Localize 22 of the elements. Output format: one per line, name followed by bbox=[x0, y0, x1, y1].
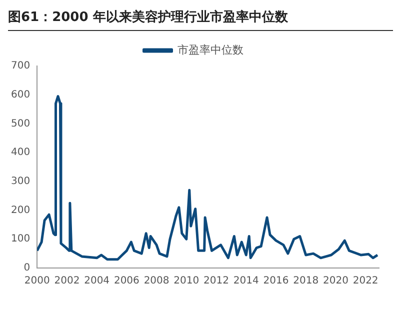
y-tick-label: 600 bbox=[10, 89, 30, 100]
y-tick-label: 300 bbox=[10, 176, 30, 188]
y-tick-label: 100 bbox=[10, 234, 30, 245]
x-tick-label: 2004 bbox=[84, 276, 110, 287]
x-tick-label: 2002 bbox=[54, 276, 80, 287]
x-tick-label: 2018 bbox=[293, 276, 319, 287]
y-tick-label: 500 bbox=[10, 118, 30, 130]
x-tick-label: 2012 bbox=[204, 276, 229, 287]
legend-label: 市盈率中位数 bbox=[177, 43, 244, 56]
y-tick-label: 0 bbox=[24, 262, 30, 274]
x-tick-label: 2014 bbox=[233, 276, 259, 287]
y-tick-label: 400 bbox=[10, 147, 30, 158]
x-tick-label: 2000 bbox=[24, 276, 50, 287]
x-tick-label: 2022 bbox=[352, 276, 378, 287]
y-tick-label: 200 bbox=[10, 204, 30, 216]
x-tick-label: 2008 bbox=[144, 276, 170, 287]
x-tick-label: 2020 bbox=[322, 276, 348, 287]
x-tick-label: 2006 bbox=[114, 276, 140, 287]
chart-title: 图61：2000 年以来美容护理行业市盈率中位数 bbox=[8, 8, 393, 31]
y-tick-label: 700 bbox=[10, 60, 30, 72]
x-tick-label: 2010 bbox=[174, 276, 200, 287]
x-tick-label: 2016 bbox=[263, 276, 289, 287]
